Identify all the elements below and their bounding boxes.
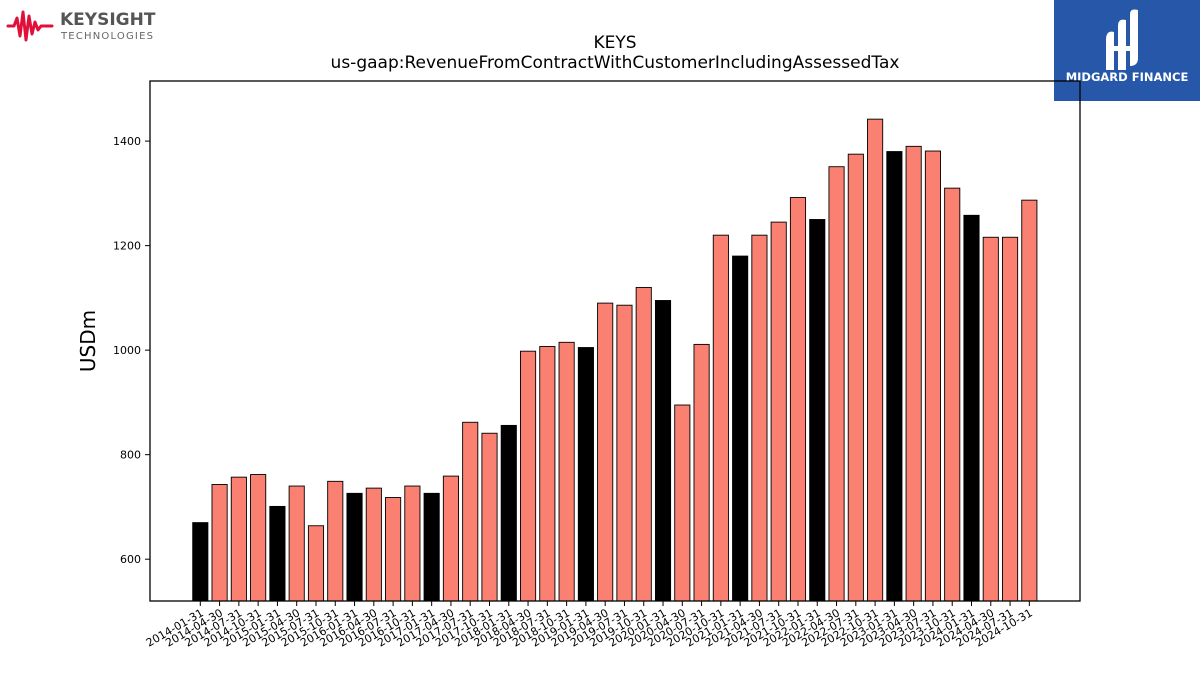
bar-2020-07-31 (693, 343, 710, 602)
bar-2023-04-30 (905, 145, 922, 602)
bar-2015-10-31 (327, 480, 344, 602)
plot-frame (149, 80, 1081, 602)
bar-2016-07-31 (385, 497, 402, 602)
bar-2014-10-31 (250, 474, 267, 602)
bar-2022-01-31 (809, 219, 826, 602)
bar-2018-07-31 (539, 346, 556, 602)
y-tick-label: 1000 (113, 344, 141, 357)
bar-2017-01-31 (423, 492, 440, 602)
y-tick-label: 600 (120, 553, 141, 566)
keysight-sub: TECHNOLOGIES (60, 31, 154, 42)
bar-2017-07-31 (462, 421, 479, 602)
x-ticks-group: 2014-01-312014-04-302014-07-312014-10-31… (144, 601, 1035, 650)
bar-2024-07-31 (1002, 236, 1019, 602)
bar-2020-01-31 (654, 300, 672, 602)
bar-2016-01-31 (346, 492, 363, 602)
bar-2017-04-30 (442, 475, 459, 602)
y-tick-label: 800 (120, 449, 141, 462)
keysight-logo: KEYSIGHT TECHNOLOGIES (6, 10, 156, 42)
bar-2014-01-31 (192, 522, 209, 602)
bar-2017-10-31 (481, 432, 498, 602)
bar-2018-04-30 (520, 350, 537, 602)
bar-2021-04-30 (751, 234, 768, 602)
bar-2022-10-31 (867, 118, 884, 602)
bar-2023-01-31 (886, 151, 903, 602)
bar-2015-07-31 (307, 525, 325, 602)
bars-group (192, 118, 1038, 602)
bar-2022-07-31 (847, 153, 864, 602)
keysight-wave-icon (6, 10, 54, 42)
bar-2024-10-31 (1021, 199, 1038, 602)
bar-2019-04-30 (597, 302, 614, 602)
bar-2016-10-31 (404, 485, 421, 602)
bar-2014-04-30 (211, 484, 228, 602)
bar-2019-07-31 (616, 304, 633, 602)
bar-2021-01-31 (732, 255, 749, 602)
bar-2020-10-31 (712, 234, 729, 602)
midgard-name: MIDGARD FINANCE (1066, 70, 1189, 84)
bar-2023-10-31 (944, 187, 961, 602)
y-ticks-group: 600 800 1000 1200 1400 (113, 135, 150, 566)
bar-2021-10-31 (789, 197, 807, 602)
bar-2019-01-31 (577, 347, 594, 602)
bar-2022-04-30 (828, 166, 845, 602)
bar-2024-04-30 (982, 236, 999, 602)
chart-subtitle: us-gaap:RevenueFromContractWithCustomerI… (331, 53, 900, 73)
bar-2015-01-31 (269, 505, 286, 602)
bar-2015-04-30 (288, 485, 305, 602)
bar-2018-01-31 (500, 424, 517, 602)
bar-2016-04-30 (365, 487, 382, 602)
bar-2020-04-30 (674, 404, 691, 602)
y-tick-label: 1200 (113, 240, 141, 253)
bar-2023-07-31 (924, 150, 941, 602)
chart-title: KEYS (593, 33, 636, 53)
y-tick-label: 1400 (113, 135, 141, 148)
bar-2021-07-31 (770, 221, 787, 602)
bar-2014-07-31 (230, 476, 247, 602)
midgard-emblem-icon (1106, 9, 1138, 71)
keysight-name: KEYSIGHT (60, 10, 156, 30)
bar-2018-10-31 (558, 341, 575, 602)
y-axis-label: USDm (76, 310, 100, 372)
midgard-finance-logo: MIDGARD FINANCE (1054, 0, 1200, 101)
bar-2024-01-31 (963, 214, 980, 602)
bar-2019-10-31 (635, 286, 652, 602)
